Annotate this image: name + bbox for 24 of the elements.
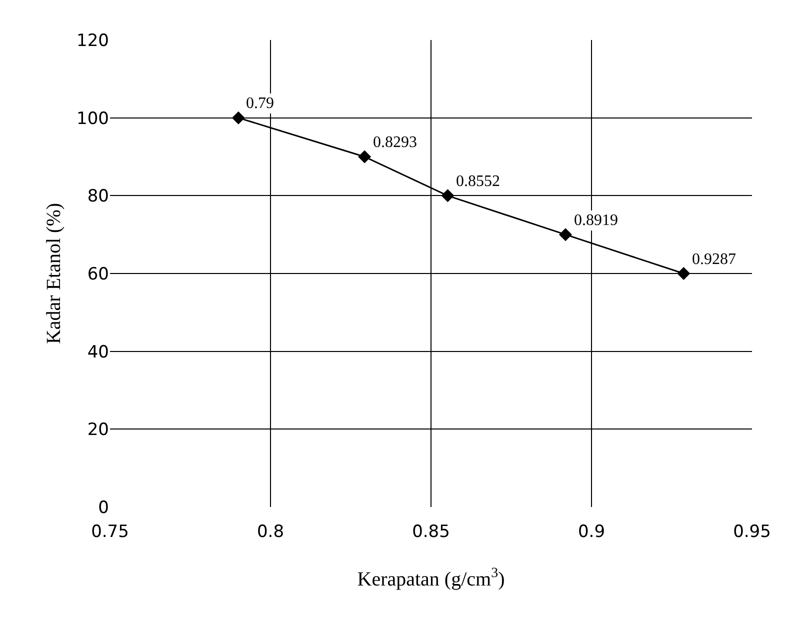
y-axis-title: Kadar Etanol (%) xyxy=(43,202,65,344)
y-tick-label: 40 xyxy=(87,342,109,362)
y-tick-label: 20 xyxy=(87,420,109,440)
annotation: 0.8919 xyxy=(574,212,618,229)
x-tick-label: 0.95 xyxy=(733,522,771,542)
y-tick-label: 120 xyxy=(76,30,109,51)
x-tick-label: 0.8 xyxy=(256,522,284,542)
y-tick-label: 100 xyxy=(76,108,109,129)
annotation: 0.8552 xyxy=(456,173,500,190)
x-tick-label: 0.9 xyxy=(578,522,606,542)
point xyxy=(559,228,572,242)
y-tick-label: 80 xyxy=(87,186,109,207)
x-tick-label: 0.75 xyxy=(91,522,129,542)
y-tick-label: 0 xyxy=(98,498,109,518)
point xyxy=(232,111,245,124)
y-tick-label: 60 xyxy=(87,264,109,284)
annotation: 0.9287 xyxy=(692,251,736,268)
annotation: 0.8293 xyxy=(373,134,417,151)
x-axis-title: Kerapatan (g/cm$^{3}$) xyxy=(357,566,505,590)
point xyxy=(358,150,372,164)
point xyxy=(441,189,454,202)
x-tick-label: 0.85 xyxy=(412,522,450,542)
point xyxy=(677,267,690,280)
annotation: 0.79 xyxy=(246,95,274,112)
